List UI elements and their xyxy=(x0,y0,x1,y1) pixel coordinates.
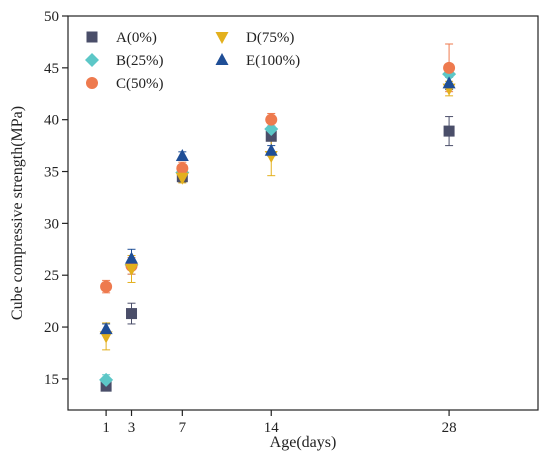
legend-marker-e xyxy=(215,53,229,65)
data-point-a xyxy=(265,130,277,142)
data-point-d xyxy=(125,263,139,276)
y-tick-label: 45 xyxy=(44,61,59,77)
y-tick-label: 25 xyxy=(44,268,59,284)
legend-marker-b xyxy=(85,53,99,67)
x-tick-label: 28 xyxy=(442,420,457,436)
x-axis: 1 3 7 14 28 xyxy=(102,410,457,436)
error-bars xyxy=(102,43,454,391)
data-point-e xyxy=(125,251,139,264)
y-tick-label: 40 xyxy=(44,113,59,129)
y-tick-label: 30 xyxy=(44,216,59,232)
data-point-b xyxy=(99,372,114,387)
legend-label-a: A(0%) xyxy=(116,30,157,46)
legend-marker-a xyxy=(86,31,98,43)
data-point-a xyxy=(443,125,455,137)
legend-label-c: C(50%) xyxy=(116,76,164,92)
data-point-c xyxy=(176,162,189,175)
x-tick-label: 7 xyxy=(179,420,187,436)
data-point-c xyxy=(100,280,113,293)
x-tick-label: 14 xyxy=(264,420,280,436)
plot-frame xyxy=(67,15,539,411)
plot-border xyxy=(67,15,539,411)
legend-marker-d xyxy=(215,32,229,44)
y-axis: 15 20 25 30 35 40 45 50 xyxy=(44,9,68,388)
data-point-c xyxy=(265,113,278,126)
legend-label-e: E(100%) xyxy=(246,53,300,69)
y-tick-label: 15 xyxy=(44,372,59,388)
data-point-e xyxy=(99,322,113,335)
data-point-c xyxy=(443,61,456,74)
x-tick-label: 1 xyxy=(102,420,110,436)
y-tick-label: 20 xyxy=(44,320,59,336)
x-axis-title: Age(days) xyxy=(270,434,337,451)
data-point-e xyxy=(175,148,189,161)
data-point-d xyxy=(175,172,189,185)
y-tick-label: 50 xyxy=(44,9,59,25)
data-point-d xyxy=(99,331,113,344)
data-point-e xyxy=(442,76,456,89)
data-point-a xyxy=(126,308,138,320)
legend: A(0%) B(25%) C(50%) D(75%) E(100%) xyxy=(85,30,300,92)
x-tick-label: 3 xyxy=(128,420,136,436)
data-markers xyxy=(99,61,457,392)
legend-marker-c xyxy=(86,77,98,89)
legend-label-d: D(75%) xyxy=(246,30,294,46)
data-point-b xyxy=(264,122,279,137)
legend-label-b: B(25%) xyxy=(116,53,164,69)
y-tick-label: 35 xyxy=(44,165,59,181)
data-point-e xyxy=(264,143,278,156)
y-axis-title: Cube compressive strength(MPa) xyxy=(9,106,26,320)
